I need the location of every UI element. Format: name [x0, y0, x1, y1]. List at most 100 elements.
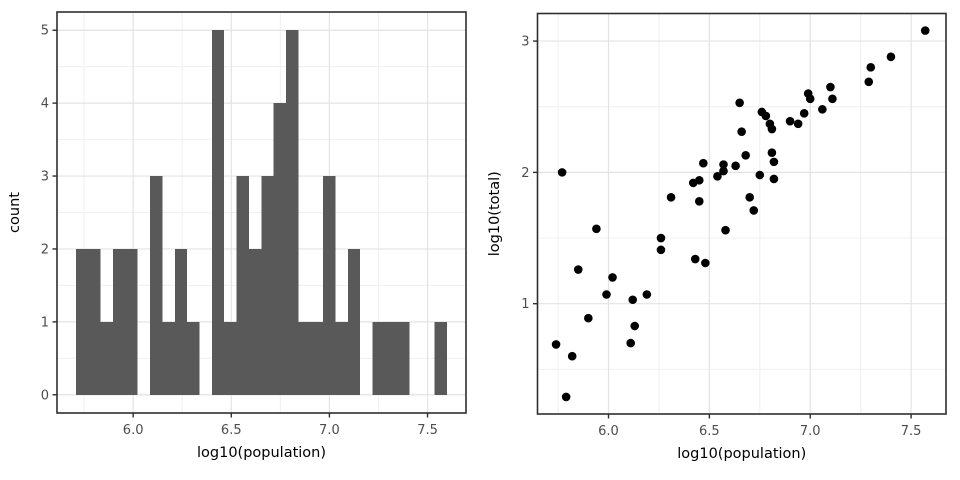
y-tick-label: 1 [521, 297, 529, 312]
scatter-point [741, 151, 750, 160]
scatter-point [737, 127, 746, 136]
x-tick-label: 6.5 [221, 423, 242, 438]
y-tick-label: 4 [41, 97, 49, 112]
y-tick-label: 2 [521, 166, 529, 181]
scatter-point [828, 94, 837, 104]
scatter-point [719, 160, 728, 169]
scatter-point [602, 290, 611, 299]
scatter-point [573, 265, 583, 274]
scatter-point [630, 321, 640, 331]
scatter-point [769, 174, 779, 184]
scatter-point [584, 313, 593, 323]
scatter-svg: 6.0 6.5 7.0 7.5 1 2 3 log10(population) log10(to… [487, 12, 947, 462]
histogram-bar [335, 321, 348, 395]
scatter-point [626, 338, 635, 348]
y-tick-label: 3 [41, 170, 49, 185]
scatter-point [920, 26, 930, 35]
scatter-point [735, 98, 744, 108]
scatter-point [666, 193, 676, 202]
histogram-bar [323, 176, 336, 395]
histogram-bar [397, 321, 410, 395]
y-tick-label: 3 [521, 35, 529, 50]
x-tick-label: 6.5 [699, 424, 720, 439]
scatter-point [793, 119, 803, 129]
scatter-point [749, 206, 759, 215]
panel-background [537, 13, 946, 414]
scatter-point [592, 224, 601, 234]
y-tick-label: 0 [41, 388, 49, 403]
scatter-point [721, 225, 730, 235]
histogram-bar [211, 30, 225, 395]
scatter-chart: 6.0 6.5 7.0 7.5 1 2 3 log10(population) log10(to… [480, 0, 960, 480]
x-tick-label: 7.5 [417, 423, 438, 438]
x-tick-label: 7.0 [800, 424, 821, 439]
scatter-point [719, 166, 728, 176]
histogram-bar [162, 321, 175, 395]
scatter-point [628, 295, 638, 305]
scatter-point [818, 105, 827, 114]
x-tick-label: 7.0 [319, 423, 340, 438]
y-tick-label: 5 [41, 24, 49, 39]
scatter-point [557, 168, 567, 177]
histogram-bar [150, 176, 163, 395]
scatter-point [608, 273, 617, 282]
scatter-point [755, 170, 765, 180]
histogram-bar [298, 321, 311, 395]
histogram-bar [434, 321, 447, 395]
scatter-point [567, 351, 577, 361]
histogram-bar [372, 321, 385, 395]
panel-border [56, 11, 467, 414]
panel-border [536, 12, 947, 415]
histogram-svg: 6.0 6.5 7.0 7.5 0 1 2 3 4 5 log10(population) count [7, 11, 467, 461]
scatter-point [826, 82, 835, 92]
histogram-bar [224, 321, 237, 395]
x-tick-label: 7.5 [901, 424, 922, 439]
y-tick-label: 1 [41, 315, 49, 330]
scatter-point [699, 158, 708, 168]
histogram-bar [236, 176, 249, 395]
histogram-bar [310, 321, 324, 395]
histogram-bar [286, 30, 299, 395]
histogram-bar [187, 321, 200, 395]
scatter-point [642, 290, 652, 299]
scatter-point [799, 108, 809, 118]
histogram-bar [88, 248, 101, 395]
scatter-point [805, 94, 815, 104]
histogram-bar [384, 321, 398, 395]
x-axis-title: log10(population) [197, 445, 326, 461]
scatter-point [694, 175, 704, 185]
scatter-point [713, 172, 722, 181]
scatter-point [551, 340, 561, 349]
x-tick-label: 6.0 [123, 423, 144, 438]
y-axis-title: log10(total) [487, 171, 503, 256]
scatter-point [761, 111, 771, 121]
histogram-chart: 6.0 6.5 7.0 7.5 0 1 2 3 4 5 log10(population) count [7, 11, 467, 461]
histogram-bars [75, 30, 447, 395]
scatter-points [551, 26, 930, 402]
histogram-bar [112, 248, 126, 395]
y-tick-label: 2 [41, 242, 49, 257]
scatter-point [731, 161, 740, 171]
scatter-point [769, 157, 779, 167]
histogram-bar [261, 176, 274, 395]
scatter-point [785, 116, 795, 126]
scatter-point [767, 148, 777, 157]
histogram-bar [273, 103, 287, 395]
histogram-bar [347, 248, 361, 395]
y-axis-title: count [7, 192, 23, 233]
scatter-point [745, 193, 755, 202]
histogram-bar [174, 248, 188, 395]
scatter-point [690, 254, 700, 264]
scatter-point [767, 124, 777, 134]
histogram-bar [100, 321, 113, 395]
histogram-bar [248, 248, 262, 395]
scatter-point [561, 392, 571, 402]
scatter-point [864, 77, 874, 87]
scatter-point [694, 196, 704, 206]
histogram-bar [75, 248, 89, 395]
scatter-point [701, 258, 710, 268]
scatter-point [656, 233, 666, 243]
scatter-point [656, 245, 666, 255]
scatter-point [866, 63, 876, 72]
